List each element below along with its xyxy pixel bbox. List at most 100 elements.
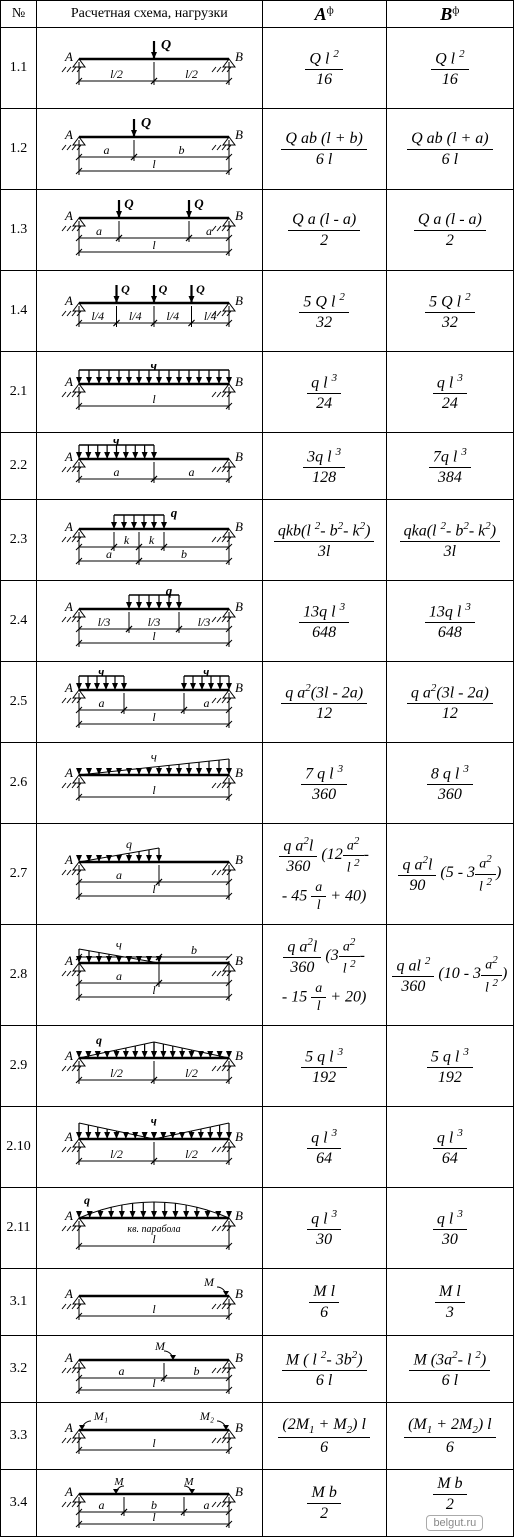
scheme-diagram: ABql/2l/2: [44, 1119, 254, 1175]
svg-text:A: A: [64, 293, 73, 308]
formula-a: q a2(3l - 2a)12: [262, 662, 386, 743]
scheme-diagram: ABQl/2l/2: [44, 39, 254, 97]
svg-text:q: q: [84, 1198, 90, 1207]
row-number: 3.1: [1, 1269, 37, 1336]
formula-a: q l 330: [262, 1188, 386, 1269]
header-num: №: [1, 1, 37, 28]
scheme-diagram: ABqal: [44, 842, 254, 906]
formula-b: Q a (l - a)2: [386, 190, 513, 271]
svg-text:l/3: l/3: [198, 615, 211, 629]
svg-text:a: a: [206, 224, 212, 238]
row-number: 1.2: [1, 109, 37, 190]
table-row: 1.1ABQl/2l/2Q l 216Q l 216: [1, 28, 514, 109]
svg-text:A: A: [64, 599, 73, 614]
table-row: 3.1ABMlM l6M l3: [1, 1269, 514, 1336]
header-a: Aф: [262, 1, 386, 28]
formula-a: 5 q l 3192: [262, 1026, 386, 1107]
scheme-diagram: ABql/2l/2: [44, 1038, 254, 1094]
svg-text:A: A: [64, 1048, 73, 1063]
svg-text:q: q: [114, 439, 121, 446]
svg-text:A: A: [64, 953, 73, 968]
row-number: 3.4: [1, 1470, 37, 1537]
scheme-cell: ABqal: [37, 824, 263, 925]
svg-text:a: a: [96, 224, 102, 238]
table-row: 1.4ABQQQl/4l/4l/4l/45 Q l 2325 Q l 232: [1, 271, 514, 352]
scheme-cell: ABQQQl/4l/4l/4l/4: [37, 271, 263, 352]
formula-b: Q l 216: [386, 28, 513, 109]
formula-b: 5 q l 3192: [386, 1026, 513, 1107]
formula-a: M ( l 2- 3b2)6 l: [262, 1336, 386, 1403]
svg-text:a: a: [204, 696, 210, 710]
svg-text:q: q: [171, 509, 178, 520]
svg-text:l: l: [153, 238, 157, 252]
formula-b: 8 q l 3360: [386, 743, 513, 824]
svg-text:B: B: [235, 1048, 243, 1063]
formula-a: 3q l 3128: [262, 433, 386, 500]
svg-text:l/2: l/2: [111, 67, 124, 81]
svg-text:B: B: [235, 1286, 243, 1301]
formula-b: q al 2360 (10 - 3a2l 2): [386, 925, 513, 1026]
svg-text:Q: Q: [195, 198, 205, 211]
svg-text:a: a: [104, 143, 110, 157]
row-number: 3.3: [1, 1403, 37, 1470]
row-number: 2.2: [1, 433, 37, 500]
svg-text:A: A: [64, 680, 73, 695]
table-row: 2.7ABqalq a2l360 (12a2l 2-- 45 al + 40)q…: [1, 824, 514, 925]
svg-text:l/3: l/3: [148, 615, 161, 629]
row-number: 1.3: [1, 190, 37, 271]
scheme-cell: ABMl: [37, 1269, 263, 1336]
svg-text:l: l: [153, 983, 157, 997]
header-row: № Расчетная схема, нагрузки Aф Bф: [1, 1, 514, 28]
scheme-cell: ABMabl: [37, 1336, 263, 1403]
svg-text:Q: Q: [141, 117, 151, 131]
svg-text:B: B: [235, 293, 243, 308]
table-row: 3.2ABMablM ( l 2- 3b2)6 lM (3a2- l 2)6 l: [1, 1336, 514, 1403]
table-row: 3.4ABMMabalM b2M b2belgut.ru: [1, 1470, 514, 1537]
svg-text:B: B: [235, 519, 243, 534]
scheme-diagram: ABqaa: [44, 439, 254, 493]
svg-text:l/4: l/4: [92, 309, 105, 323]
svg-text:a: a: [106, 547, 112, 561]
svg-text:q: q: [96, 1038, 102, 1047]
scheme-cell: ABqqaal: [37, 662, 263, 743]
formula-b: M (3a2- l 2)6 l: [386, 1336, 513, 1403]
svg-text:l: l: [153, 1302, 157, 1316]
svg-text:q: q: [126, 842, 132, 851]
row-number: 2.10: [1, 1107, 37, 1188]
svg-text:M: M: [114, 1476, 125, 1488]
svg-text:l: l: [153, 392, 157, 406]
formula-b: q l 330: [386, 1188, 513, 1269]
scheme-diagram: ABqbal: [44, 943, 254, 1007]
svg-text:b: b: [194, 1364, 200, 1378]
svg-text:q: q: [151, 364, 158, 371]
svg-text:Q: Q: [197, 283, 206, 296]
svg-text:a: a: [99, 696, 105, 710]
svg-text:B: B: [235, 680, 243, 695]
svg-text:l: l: [153, 783, 157, 797]
svg-text:A: A: [64, 127, 73, 142]
table-row: 2.3ABqkkabqkb(l 2- b2- k2)3lqka(l 2- b2-…: [1, 500, 514, 581]
svg-text:A: A: [64, 49, 73, 64]
svg-text:l: l: [153, 1436, 157, 1450]
row-number: 2.11: [1, 1188, 37, 1269]
formula-a: 13q l 3648: [262, 581, 386, 662]
scheme-diagram: ABqkkab: [44, 509, 254, 571]
table-row: 2.6ABql7 q l 33608 q l 3360: [1, 743, 514, 824]
svg-text:Q: Q: [122, 283, 131, 296]
svg-text:B: B: [235, 1208, 243, 1223]
svg-text:B: B: [235, 449, 243, 464]
svg-text:a: a: [99, 1498, 105, 1512]
svg-text:l: l: [153, 710, 157, 724]
formula-a: (2M1 + M2) l6: [262, 1403, 386, 1470]
formula-a: 7 q l 3360: [262, 743, 386, 824]
svg-text:Q: Q: [125, 198, 135, 211]
table-row: 2.9ABql/2l/25 q l 31925 q l 3192: [1, 1026, 514, 1107]
scheme-cell: ABqкв. параболаl: [37, 1188, 263, 1269]
table-row: 2.11ABqкв. параболаlq l 330q l 330: [1, 1188, 514, 1269]
svg-text:k: k: [149, 533, 155, 547]
svg-text:a: a: [204, 1498, 210, 1512]
row-number: 1.4: [1, 271, 37, 352]
row-number: 1.1: [1, 28, 37, 109]
scheme-diagram: ABM₁M₂l: [44, 1410, 254, 1462]
formula-a: Q l 216: [262, 28, 386, 109]
